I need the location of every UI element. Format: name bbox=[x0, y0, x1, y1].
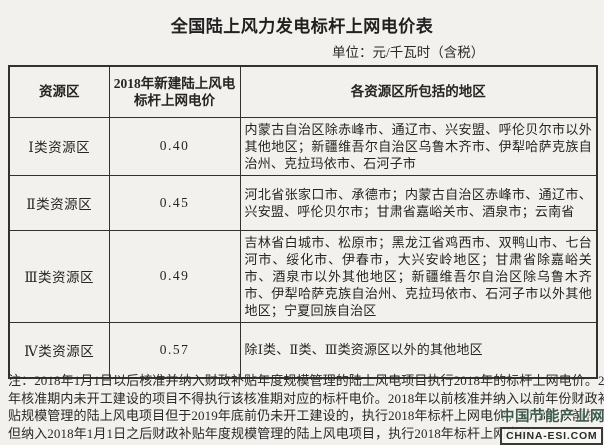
footnote-line: 年核准期内未开工建设的项目不得执行该核准期对应的标杆电价。2018年以前核准并纳… bbox=[8, 390, 604, 406]
price-cell: 0.49 bbox=[108, 229, 241, 323]
regions-cell: 内蒙古自治区除赤峰市、通辽市、兴安盟、呼伦贝尔市以外其他地区；新疆维吾尔自治区乌… bbox=[239, 116, 598, 176]
header-price: 2018年新建陆上风电标杆上网电价 bbox=[108, 65, 241, 118]
zone-cell: Ⅳ类资源区 bbox=[8, 321, 110, 379]
price-cell: 0.57 bbox=[108, 321, 241, 379]
page-title: 全国陆上风力发电标杆上网电价表 bbox=[170, 17, 434, 36]
watermark-site-domain: CHINA-ESI.COM bbox=[500, 427, 604, 445]
header-regions: 各资源区所包括的地区 bbox=[239, 65, 598, 118]
watermark-site-name: 中国节能产业网 bbox=[500, 409, 604, 425]
regions-cell: 除Ⅰ类、Ⅱ类、Ⅲ类资源区以外的其他地区 bbox=[239, 321, 598, 379]
footnote-line: 但纳入2018年1月1日之后财政补贴年度规模管理的陆上风电项目，执行2018年标… bbox=[8, 425, 546, 441]
regions-cell: 吉林省白城市、松原市；黑龙江省鸡西市、双鸭山市、七台河市、绥化市、伊春市，大兴安… bbox=[239, 229, 598, 323]
zone-cell: Ⅲ类资源区 bbox=[8, 229, 110, 323]
unit-label: 单位：元/千瓦时（含税） bbox=[332, 45, 485, 60]
footnote-line: 贴规模管理的陆上风电项目但于2019年底前仍未开工建设的，执行2018年标杆上网… bbox=[8, 408, 604, 423]
table-header-row: 资源区 2018年新建陆上风电标杆上网电价 各资源区所包括的地区 bbox=[8, 65, 598, 118]
table-row: Ⅱ类资源区 0.45 河北省张家口市、承德市；内蒙古自治区赤峰市、通辽市、兴安盟… bbox=[8, 174, 598, 231]
zone-cell: Ⅰ类资源区 bbox=[8, 116, 110, 176]
table-row: Ⅳ类资源区 0.57 除Ⅰ类、Ⅱ类、Ⅲ类资源区以外的其他地区 bbox=[8, 321, 598, 379]
price-cell: 0.45 bbox=[108, 174, 241, 231]
price-cell: 0.40 bbox=[108, 116, 241, 176]
footnotes: 注：2018年1月1日以后核准并纳入财政补贴年度规模管理的陆上风电项目执行201… bbox=[8, 372, 604, 442]
table-row: Ⅰ类资源区 0.40 内蒙古自治区除赤峰市、通辽市、兴安盟、呼伦贝尔市以外其他地… bbox=[8, 116, 598, 176]
header-zone: 资源区 bbox=[8, 65, 110, 118]
table-row: Ⅲ类资源区 0.49 吉林省白城市、松原市；黑龙江省鸡西市、双鸭山市、七台河市、… bbox=[8, 229, 598, 323]
zone-cell: Ⅱ类资源区 bbox=[8, 174, 110, 231]
footnote-line: 注：2018年1月1日以后核准并纳入财政补贴年度规模管理的陆上风电项目执行201… bbox=[8, 373, 604, 388]
site-watermark: 中国节能产业网 CHINA-ESI.COM bbox=[500, 405, 604, 445]
regions-cell: 河北省张家口市、承德市；内蒙古自治区赤峰市、通辽市、兴安盟、呼伦贝尔市；甘肃省嘉… bbox=[239, 174, 598, 231]
price-table: 资源区 2018年新建陆上风电标杆上网电价 各资源区所包括的地区 Ⅰ类资源区 0… bbox=[8, 65, 598, 379]
